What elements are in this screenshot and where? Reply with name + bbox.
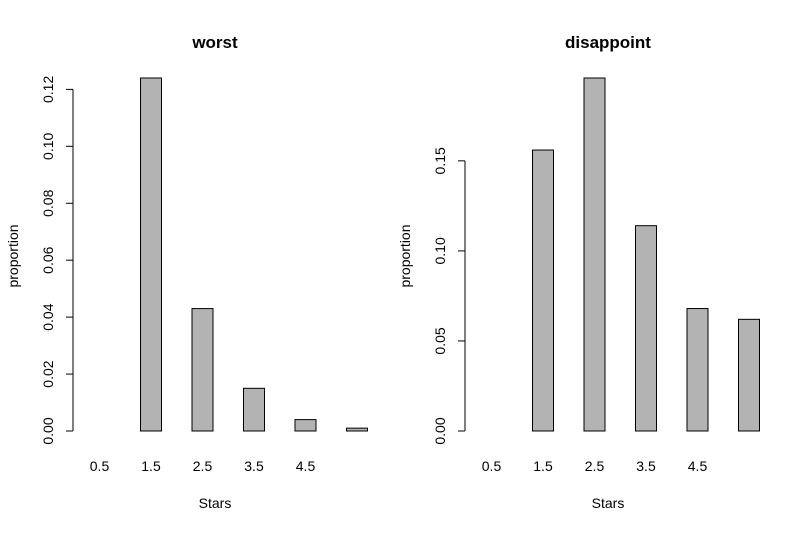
x-axis-label: Stars <box>199 495 232 511</box>
panel-disappoint: disappoint Stars proportion 0.00 0.05 0.10… <box>397 33 760 511</box>
y-tick-label: 0.10 <box>432 237 448 264</box>
x-tick-label: 2.5 <box>585 458 605 474</box>
x-tick-label: 1.5 <box>141 458 161 474</box>
chart-title: worst <box>191 33 238 52</box>
y-axis: 0.00 0.02 0.04 0.06 0.08 0.10 0.12 <box>40 76 74 445</box>
y-tick-label: 0.00 <box>432 417 448 444</box>
y-tick-label: 0.12 <box>40 76 56 103</box>
bar <box>686 308 709 432</box>
y-tick-label: 0.05 <box>432 327 448 354</box>
y-tick-label: 0.15 <box>432 147 448 174</box>
x-tick-label: 3.5 <box>636 458 656 474</box>
y-tick-label: 0.06 <box>40 246 56 273</box>
y-tick-label: 0.00 <box>40 417 56 444</box>
x-tick-label: 4.5 <box>296 458 316 474</box>
bar <box>140 77 162 432</box>
x-tick-label: 3.5 <box>244 458 264 474</box>
bar <box>583 77 606 432</box>
bar <box>532 149 554 432</box>
bar <box>635 225 657 432</box>
y-axis-label: proportion <box>397 224 413 287</box>
x-tick-labels: 0.5 1.5 2.5 3.5 4.5 <box>482 458 708 474</box>
chart-title: disappoint <box>565 33 651 52</box>
y-tick-label: 0.08 <box>40 189 56 216</box>
bar <box>738 318 760 432</box>
y-axis: 0.00 0.05 0.10 0.15 <box>432 147 466 445</box>
bars <box>140 77 368 432</box>
x-tick-label: 2.5 <box>193 458 213 474</box>
x-tick-label: 1.5 <box>533 458 553 474</box>
panel-worst: worst Stars proportion 0.000.020.040.060… <box>5 33 368 511</box>
x-tick-label: 0.5 <box>482 458 502 474</box>
y-tick-label: 0.04 <box>40 303 56 330</box>
bar <box>346 427 368 432</box>
x-axis-label: Stars <box>592 495 625 511</box>
y-tick-label: 0.10 <box>40 132 56 159</box>
bar <box>294 419 317 432</box>
x-tick-label: 0.5 <box>90 458 110 474</box>
y-axis-label: proportion <box>5 224 21 287</box>
x-tick-labels: 0.5 1.5 2.5 3.5 4.5 <box>90 458 316 474</box>
y-tick-label: 0.02 <box>40 360 56 387</box>
x-tick-label: 4.5 <box>688 458 708 474</box>
bar <box>191 308 214 432</box>
bars <box>532 77 760 432</box>
bar <box>243 387 265 432</box>
